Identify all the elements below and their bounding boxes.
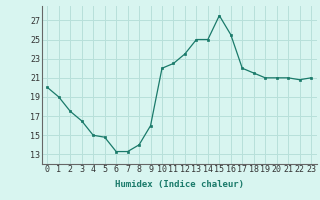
X-axis label: Humidex (Indice chaleur): Humidex (Indice chaleur): [115, 180, 244, 189]
